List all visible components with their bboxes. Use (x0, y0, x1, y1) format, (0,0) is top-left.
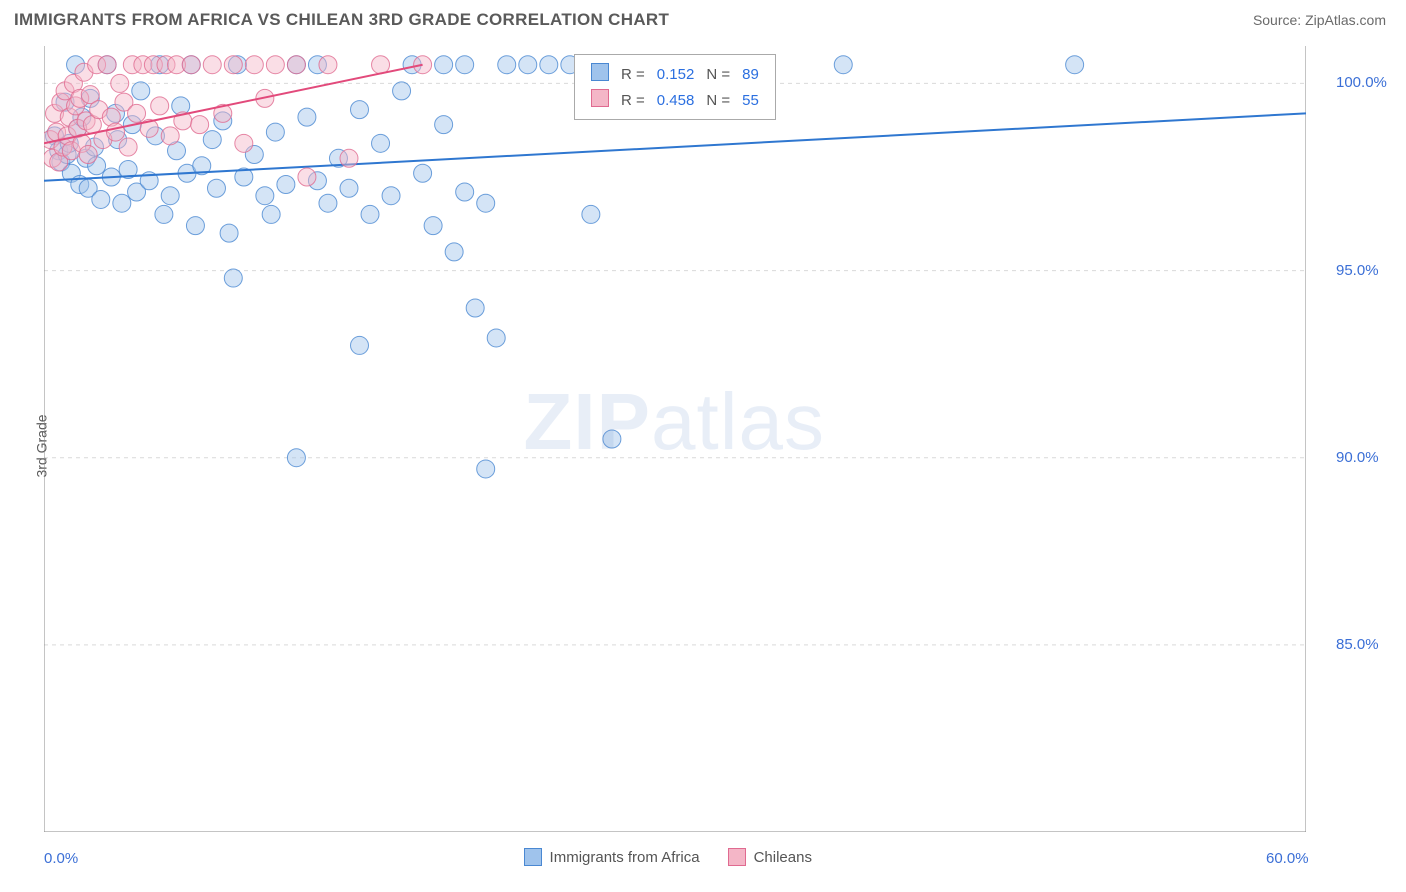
swatch-series-1 (591, 63, 609, 81)
y-tick-label: 90.0% (1336, 449, 1379, 466)
legend-item-1: Immigrants from Africa (524, 848, 700, 866)
n-value-2: 55 (736, 87, 765, 113)
x-tick-label: 60.0% (1266, 850, 1309, 867)
plot-area: ZIPatlas R = 0.152 N = 89 R = 0.458 N = … (44, 46, 1306, 832)
correlation-legend: R = 0.152 N = 89 R = 0.458 N = 55 (574, 54, 776, 120)
x-tick-label: 0.0% (44, 850, 78, 867)
legend-label-1: Immigrants from Africa (550, 849, 700, 866)
series-legend: Immigrants from Africa Chileans (524, 848, 812, 866)
swatch-bottom-1 (524, 848, 542, 866)
y-tick-label: 100.0% (1336, 74, 1387, 91)
legend-row-series-2: R = 0.458 N = 55 (585, 87, 765, 113)
y-tick-label: 95.0% (1336, 262, 1379, 279)
legend-item-2: Chileans (728, 848, 812, 866)
legend-label-2: Chileans (754, 849, 812, 866)
header: IMMIGRANTS FROM AFRICA VS CHILEAN 3RD GR… (0, 0, 1406, 36)
scatter-plot-svg (44, 46, 1306, 832)
swatch-series-2 (591, 89, 609, 107)
n-value-1: 89 (736, 61, 765, 87)
r-value-2: 0.458 (651, 87, 701, 113)
legend-row-series-1: R = 0.152 N = 89 (585, 61, 765, 87)
source-label: Source: ZipAtlas.com (1253, 12, 1386, 28)
y-tick-label: 85.0% (1336, 636, 1379, 653)
r-value-1: 0.152 (651, 61, 701, 87)
chart-title: IMMIGRANTS FROM AFRICA VS CHILEAN 3RD GR… (14, 10, 669, 30)
swatch-bottom-2 (728, 848, 746, 866)
